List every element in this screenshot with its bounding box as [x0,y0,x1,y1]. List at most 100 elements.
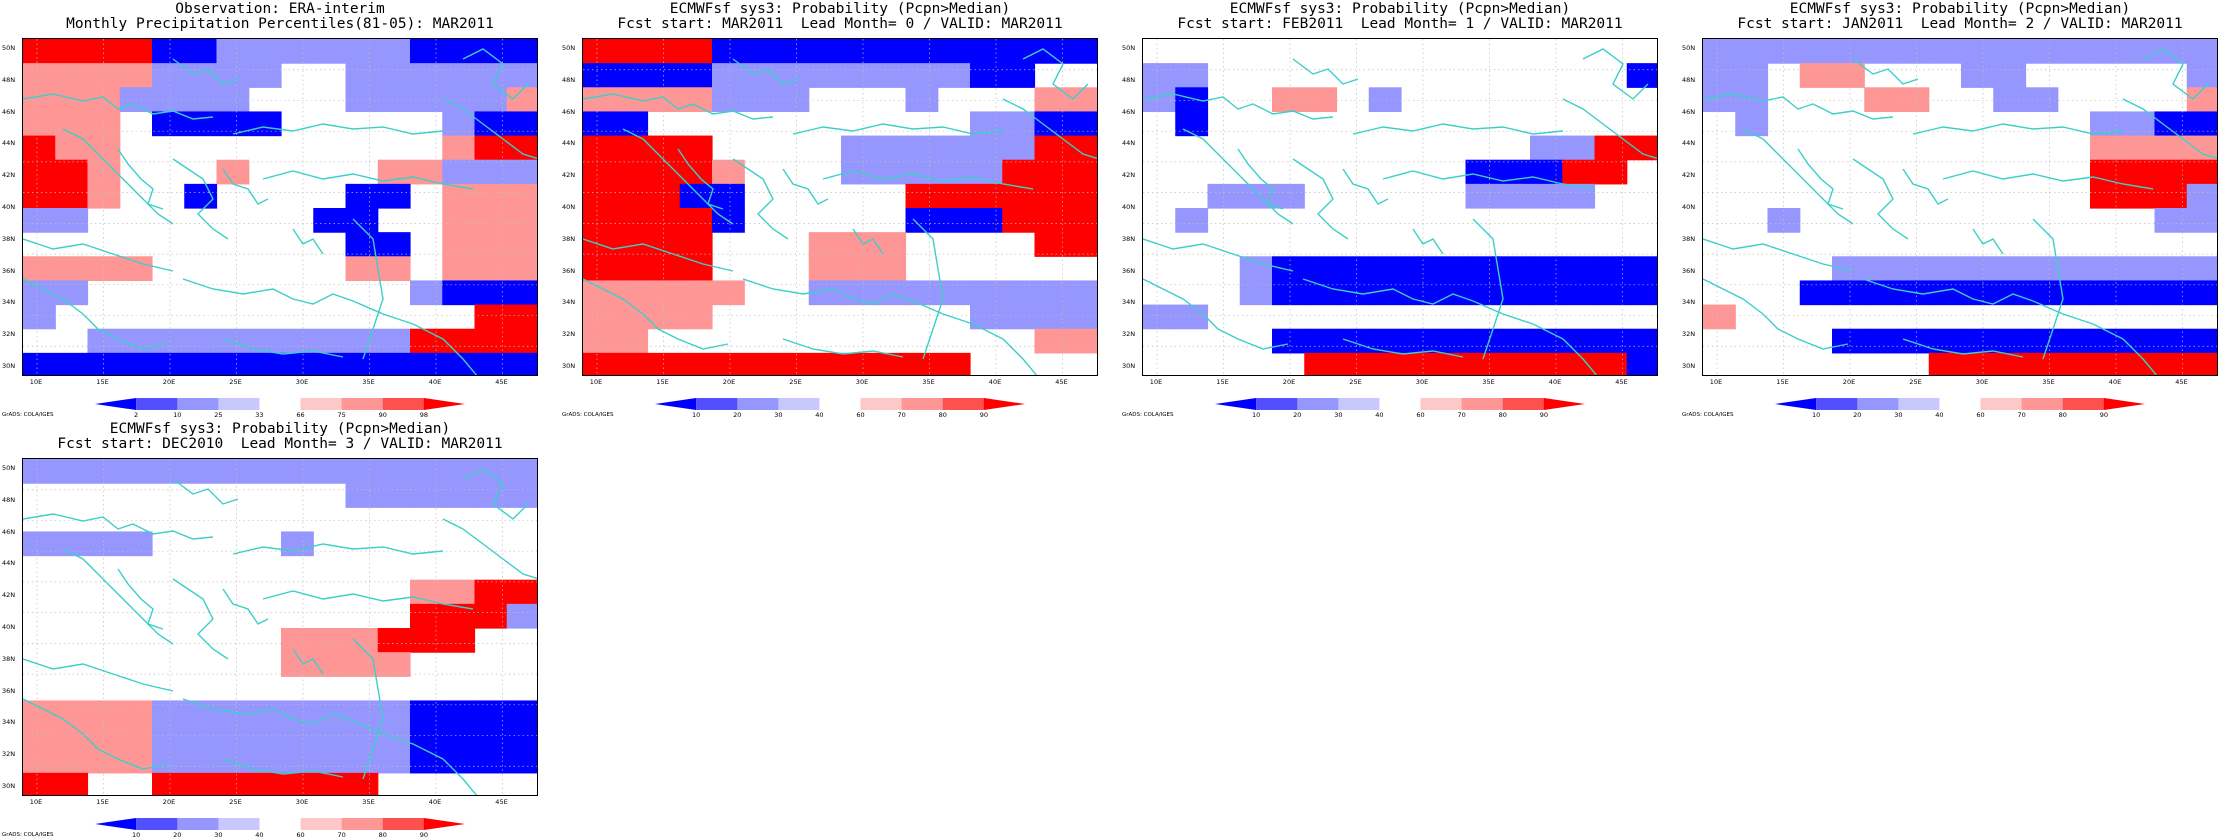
colorbar-segment [1775,398,1817,410]
grid-cell [377,39,411,64]
grid-cell [583,208,616,233]
grid-cell [55,256,89,282]
coastline [742,278,914,305]
grid-cell [474,159,508,185]
grid-cell [1497,328,1531,354]
lon-tick-label: 40E [428,378,442,386]
colorbar-segment [1543,398,1585,410]
coastline [1472,218,1504,360]
grid-cell [1304,280,1338,306]
lat-tick-label: 50N [1122,44,1136,52]
grid-cell [474,39,508,64]
grid-cell [1562,256,1596,282]
lat-tick-label: 50N [1682,44,1696,52]
grid-cell [1993,352,2027,375]
grid-cell [1530,280,1563,306]
grads-credit: GrADS: COLA/IGES [1122,412,1174,418]
lon-tick-label: 35E [362,378,375,386]
grid-cell [970,280,1003,306]
grid-cell [55,135,89,161]
colorbar-segment [300,398,343,410]
grid-cell [1066,87,1097,113]
coastline [822,170,1034,190]
grid-cell [647,208,681,233]
grid-cell [345,208,379,233]
grid-cell [152,700,185,726]
coastline [182,698,354,725]
grid-cell [744,352,778,375]
lon-tick-label: 40E [2108,378,2122,386]
grid-cell [248,459,282,484]
coastline [583,238,734,272]
colorbar-label: 30 [1894,411,1903,419]
grid-cell [345,628,379,653]
grid-cell [1465,256,1499,282]
grid-cell [55,183,89,209]
grid-cell [1703,87,1736,113]
grid-cell [23,39,56,64]
grid-cell [1961,256,1994,282]
grid-cell [313,748,347,774]
grid-cell [506,232,537,257]
grid-cell [1530,183,1563,209]
lon-tick-label: 35E [362,798,375,806]
grid-cell [1207,183,1241,209]
lat-tick-label: 46N [2,527,16,536]
grid-cell [506,483,537,508]
grid-cell [1928,352,1962,375]
grid-cell [216,159,250,185]
lat-tick-label: 46N [2,107,16,116]
grid-cell [23,208,56,233]
lat-tick-label: 42N [562,171,576,180]
grid-cell [647,232,681,257]
colorbar-segment [983,398,1025,410]
colorbar-segment [696,398,738,410]
coastline [677,148,724,210]
grid-cell [1864,280,1898,306]
coastline [1703,278,1849,350]
grid-cell [152,724,185,750]
grads-credit: GrADS: COLA/IGES [2,832,54,838]
grid-cell [1034,183,1068,209]
grid-cell [905,87,939,113]
grid-cell [55,63,89,88]
grid-cell [1594,135,1628,161]
colorbar-segment [382,818,425,830]
colorbar-segment [2062,398,2105,410]
coastline [2122,98,2217,160]
grid-cell [248,39,282,64]
grid-cell [55,772,89,795]
coastline [782,338,904,358]
coastline [852,228,884,255]
grid-cell [55,208,89,233]
grid-cell [345,232,379,257]
coastline [23,513,214,540]
lon-tick-label: 45E [1615,378,1628,386]
grid-cell [905,183,939,209]
grid-cell [873,39,907,64]
grid-cell [216,748,250,774]
panel-subtitle: Fcst start: FEB2011 Lead Month= 1 / VALI… [1177,16,1623,32]
grid-cell [345,87,379,113]
lon-tick-label: 35E [2042,378,2055,386]
coastline [262,170,474,190]
grid-cell [1961,352,1994,375]
grid-cell [2057,328,2091,354]
grid-cell [184,111,218,137]
grid-cell [377,87,411,113]
map-area [1142,38,1658,376]
colorbar-segment [259,398,301,410]
lat-tick-label: 32N [1682,330,1696,339]
colorbar-segment [860,398,903,410]
grid-cell [474,232,508,257]
grid-cell [615,256,649,282]
grid-cell [1465,352,1499,375]
grid-cell [23,183,56,209]
grid-cell [345,459,379,484]
grid-cell [583,87,616,113]
grads-credit: GrADS: COLA/IGES [2,412,54,418]
map-svg [583,39,1097,375]
grid-cell [1401,256,1434,282]
lon-tick-label: 30E [1415,378,1429,386]
lat-tick-label: 48N [1122,75,1136,84]
